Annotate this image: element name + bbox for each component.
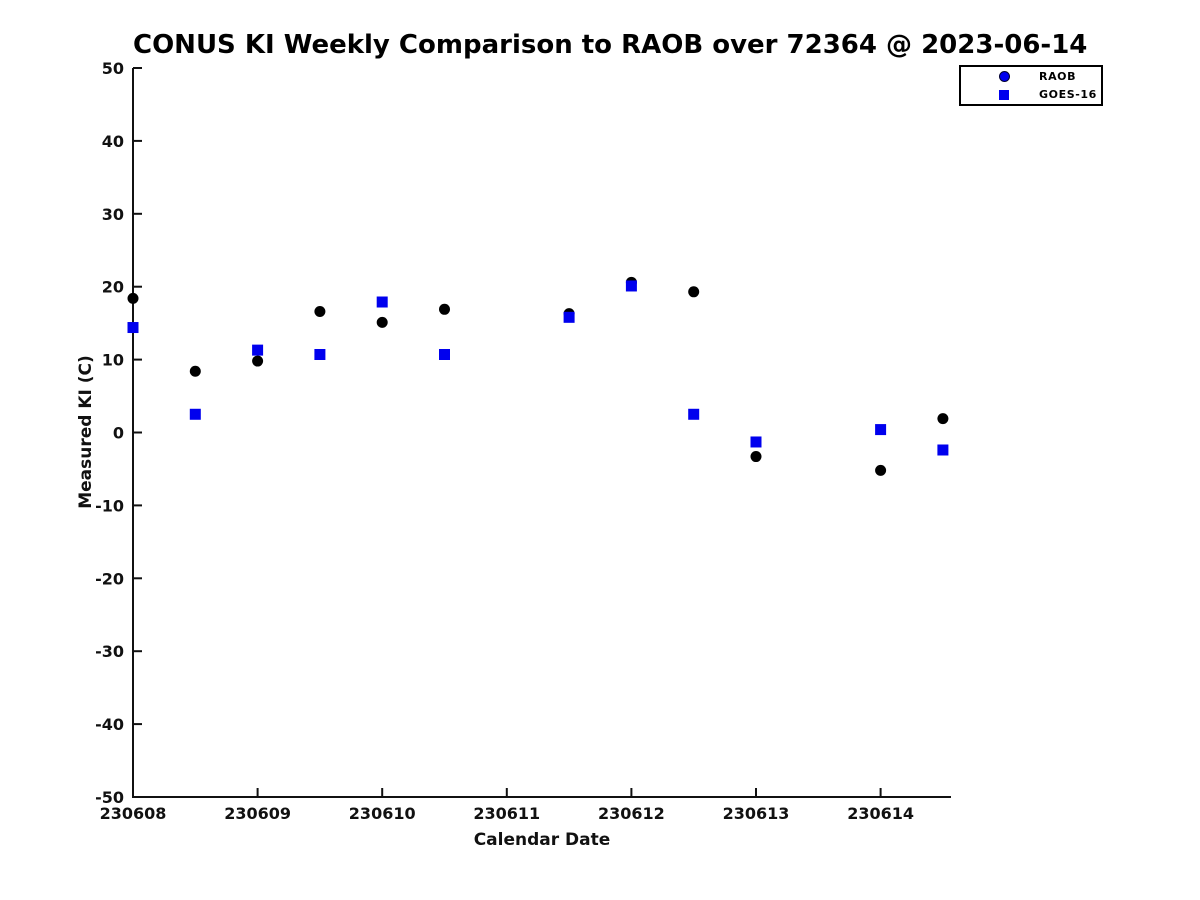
data-point-raob: [189, 365, 201, 377]
raob-circle-icon: [998, 71, 1010, 82]
data-point-goes-16: [750, 436, 762, 448]
y-tick-label: -10: [95, 496, 124, 515]
y-tick-label: 20: [102, 278, 124, 297]
data-point-raob: [439, 303, 451, 315]
data-point-raob: [750, 451, 762, 463]
data-point-goes-16: [376, 296, 388, 308]
data-point-raob: [252, 355, 264, 367]
x-tick-label: 230611: [473, 804, 540, 823]
y-axis-label-text: Measured KI (C): [76, 355, 96, 509]
y-tick-label: -50: [95, 788, 124, 807]
legend-label-raob: RAOB: [1039, 70, 1077, 83]
legend-entry-goes-16: GOES-16: [961, 87, 1101, 102]
chart-title: CONUS KI Weekly Comparison to RAOB over …: [133, 30, 1088, 60]
data-point-raob: [376, 316, 388, 328]
legend: RAOB GOES-16: [959, 65, 1103, 106]
data-point-goes-16: [314, 348, 326, 360]
x-tick-label: 230612: [598, 804, 665, 823]
x-tick-label: 230609: [224, 804, 291, 823]
data-point-goes-16: [127, 322, 139, 334]
x-tick-label: 230608: [100, 804, 167, 823]
data-point-goes-16: [563, 311, 575, 323]
x-tick-label: 230610: [349, 804, 416, 823]
y-tick-label: 10: [102, 351, 124, 370]
data-point-raob: [875, 464, 887, 476]
data-point-goes-16: [252, 344, 264, 356]
legend-entry-raob: RAOB: [961, 69, 1101, 84]
data-point-goes-16: [625, 280, 637, 292]
y-tick-label: 0: [113, 424, 124, 443]
data-point-goes-16: [439, 348, 451, 360]
data-point-goes-16: [875, 424, 887, 436]
data-point-raob: [127, 292, 139, 304]
y-tick-label: -30: [95, 642, 124, 661]
data-point-raob: [688, 286, 700, 298]
y-tick-label: -40: [95, 715, 124, 734]
y-tick-label: -20: [95, 569, 124, 588]
data-point-raob: [314, 305, 326, 317]
goes-16-square-icon: [999, 89, 1009, 100]
goes-16-legend-marker-cell: [997, 89, 1011, 100]
x-axis-label: Calendar Date: [473, 830, 611, 850]
y-tick-label: 30: [102, 205, 124, 224]
y-tick-label: 40: [102, 132, 124, 151]
data-point-goes-16: [937, 444, 949, 456]
data-point-goes-16: [688, 408, 700, 420]
y-tick-label: 50: [102, 59, 124, 78]
raob-legend-marker-cell: [997, 71, 1011, 82]
x-tick-label: 230613: [723, 804, 790, 823]
data-point-goes-16: [189, 408, 201, 420]
data-point-raob: [937, 413, 949, 425]
legend-label-goes-16: GOES-16: [1039, 88, 1097, 101]
x-tick-label: 230614: [847, 804, 914, 823]
